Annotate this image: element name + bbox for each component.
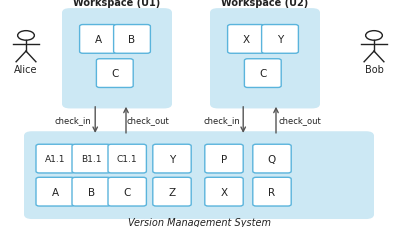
Text: Workspace (U1): Workspace (U1) (73, 0, 161, 8)
Text: Alice: Alice (14, 65, 38, 75)
Text: B: B (88, 187, 95, 197)
FancyBboxPatch shape (253, 145, 291, 173)
FancyBboxPatch shape (96, 59, 133, 88)
Text: P: P (221, 154, 227, 164)
FancyBboxPatch shape (80, 25, 116, 54)
Text: C: C (111, 69, 118, 79)
FancyBboxPatch shape (62, 9, 172, 109)
Text: check_out: check_out (127, 116, 169, 125)
FancyBboxPatch shape (72, 145, 110, 173)
FancyBboxPatch shape (262, 25, 298, 54)
FancyBboxPatch shape (210, 9, 320, 109)
FancyBboxPatch shape (72, 178, 110, 206)
Text: X: X (242, 35, 250, 45)
Text: check_in: check_in (204, 116, 240, 125)
Text: B: B (128, 35, 136, 45)
FancyBboxPatch shape (253, 178, 291, 206)
FancyBboxPatch shape (108, 178, 146, 206)
FancyBboxPatch shape (36, 145, 74, 173)
FancyBboxPatch shape (108, 145, 146, 173)
FancyBboxPatch shape (153, 145, 191, 173)
Text: A: A (94, 35, 102, 45)
FancyBboxPatch shape (153, 178, 191, 206)
FancyBboxPatch shape (244, 59, 281, 88)
Text: X: X (220, 187, 228, 197)
FancyBboxPatch shape (205, 178, 243, 206)
Text: R: R (268, 187, 276, 197)
Text: Y: Y (169, 154, 175, 164)
Text: Q: Q (268, 154, 276, 164)
FancyBboxPatch shape (114, 25, 150, 54)
FancyBboxPatch shape (24, 132, 374, 219)
Text: Z: Z (168, 187, 176, 197)
Text: B1.1: B1.1 (81, 154, 102, 163)
Text: A1.1: A1.1 (45, 154, 66, 163)
Text: A: A (52, 187, 59, 197)
Text: Y: Y (277, 35, 283, 45)
Text: check_in: check_in (55, 116, 92, 125)
FancyBboxPatch shape (205, 145, 243, 173)
Text: check_out: check_out (279, 116, 321, 125)
Text: C: C (124, 187, 131, 197)
FancyBboxPatch shape (36, 178, 74, 206)
Text: Version Management System: Version Management System (128, 217, 270, 227)
Text: C: C (259, 69, 266, 79)
Text: Workspace (U2): Workspace (U2) (221, 0, 309, 8)
Text: C1.1: C1.1 (117, 154, 138, 163)
FancyBboxPatch shape (228, 25, 264, 54)
Text: Bob: Bob (364, 65, 384, 75)
